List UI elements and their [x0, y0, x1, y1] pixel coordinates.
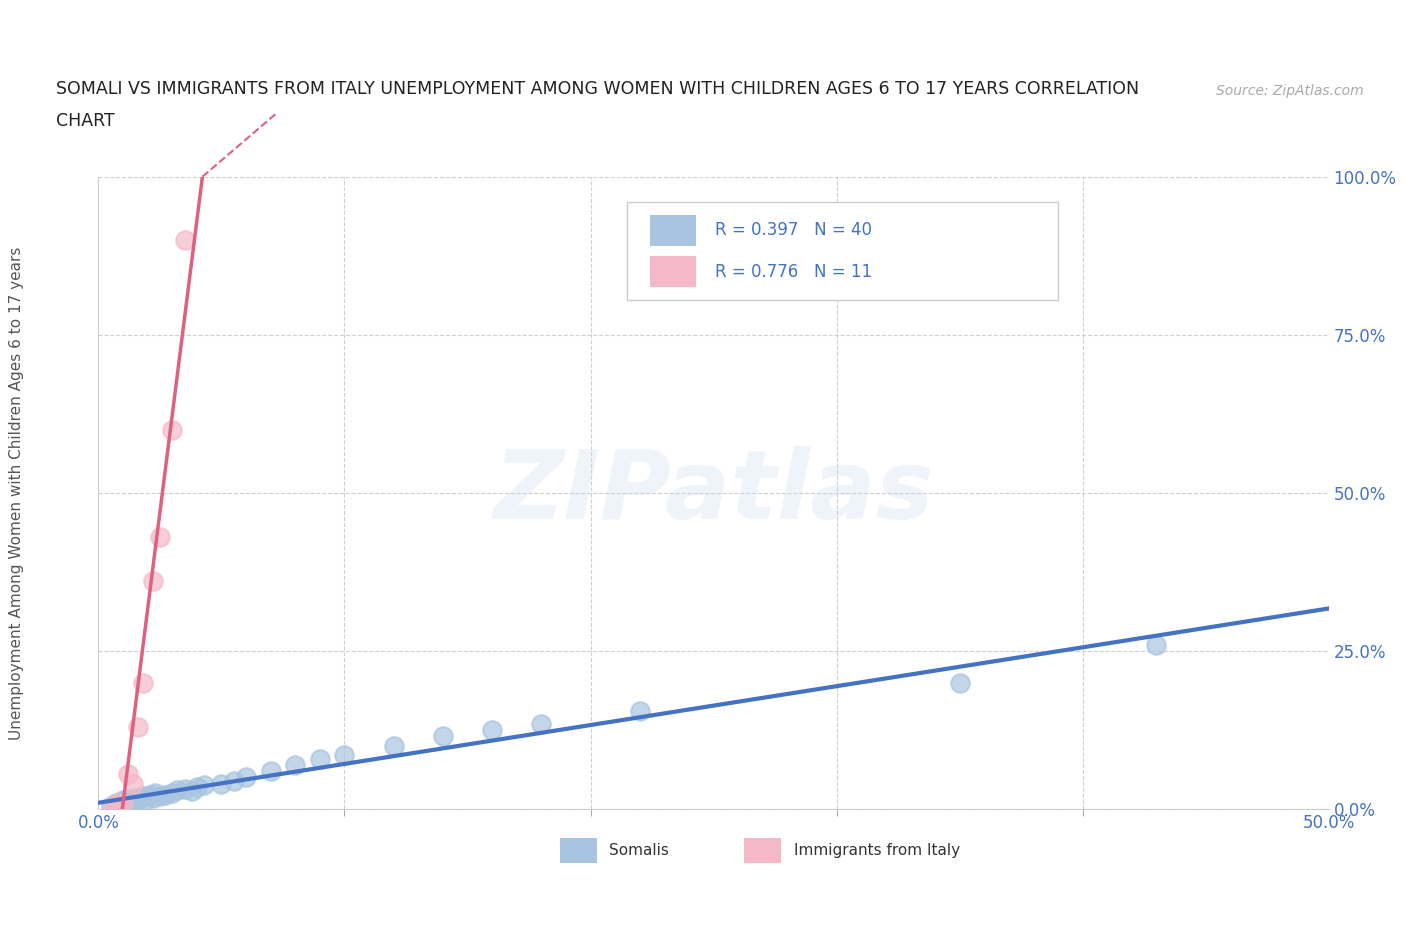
Point	[143, 786, 166, 801]
Point	[173, 781, 195, 796]
Point	[122, 777, 145, 791]
Bar	[627, 202, 1059, 300]
Point	[124, 794, 146, 809]
Bar	[560, 838, 596, 863]
Point	[136, 789, 159, 804]
Text: SOMALI VS IMMIGRANTS FROM ITALY UNEMPLOYMENT AMONG WOMEN WITH CHILDREN AGES 6 TO: SOMALI VS IMMIGRANTS FROM ITALY UNEMPLOY…	[56, 80, 1139, 98]
Point	[211, 777, 233, 791]
Point	[122, 790, 145, 805]
Text: R = 0.397   N = 40: R = 0.397 N = 40	[714, 221, 872, 239]
Point	[120, 792, 142, 807]
Point	[153, 788, 176, 803]
Point	[117, 794, 139, 809]
Text: Somalis: Somalis	[609, 843, 669, 857]
Point	[149, 789, 172, 804]
Point	[110, 794, 132, 809]
Point	[382, 738, 405, 753]
Point	[235, 770, 257, 785]
Text: Immigrants from Italy: Immigrants from Italy	[793, 843, 960, 857]
Point	[628, 704, 651, 719]
Point	[173, 232, 195, 247]
Point	[222, 773, 245, 788]
Bar	[744, 838, 782, 863]
Point	[112, 792, 135, 807]
Point	[104, 795, 127, 810]
Point	[141, 574, 165, 589]
Point	[162, 786, 183, 801]
Point	[949, 675, 972, 690]
Text: CHART: CHART	[56, 113, 115, 130]
Text: R = 0.776   N = 11: R = 0.776 N = 11	[714, 262, 872, 281]
Point	[180, 784, 204, 799]
Point	[284, 757, 307, 772]
Point	[107, 797, 129, 812]
Bar	[650, 215, 696, 246]
Point	[103, 799, 125, 814]
Point	[127, 792, 149, 807]
Point	[166, 783, 188, 798]
Point	[333, 748, 356, 763]
Point	[132, 789, 155, 804]
Point	[193, 777, 215, 792]
Point	[132, 675, 155, 690]
Point	[149, 530, 172, 545]
Point	[162, 422, 183, 437]
Point	[1144, 637, 1167, 652]
Point	[141, 790, 165, 805]
Text: Unemployment Among Women with Children Ages 6 to 17 years: Unemployment Among Women with Children A…	[10, 246, 24, 739]
Point	[309, 751, 332, 766]
Point	[134, 792, 156, 807]
Point	[114, 795, 136, 810]
Point	[112, 797, 135, 812]
Text: ZIPatlas: ZIPatlas	[494, 446, 934, 539]
Point	[127, 720, 149, 735]
Point	[117, 767, 139, 782]
Bar	[650, 257, 696, 286]
Point	[481, 723, 503, 737]
Point	[107, 795, 129, 810]
Point	[432, 729, 454, 744]
Point	[139, 788, 162, 803]
Point	[530, 716, 553, 731]
Point	[260, 764, 283, 778]
Point	[100, 799, 122, 814]
Point	[186, 779, 208, 794]
Point	[129, 790, 152, 805]
Text: Source: ZipAtlas.com: Source: ZipAtlas.com	[1216, 84, 1364, 98]
